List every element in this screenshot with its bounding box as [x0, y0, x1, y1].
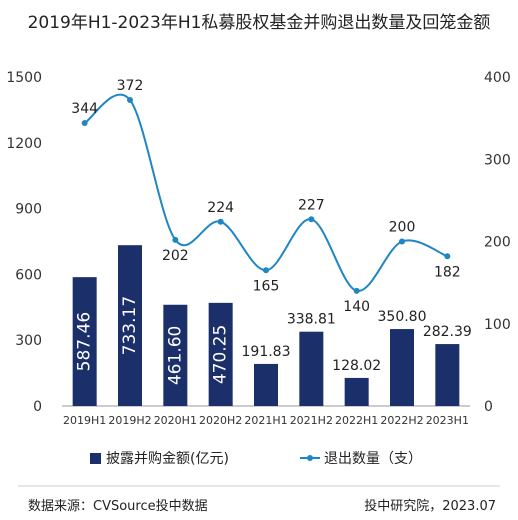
legend-bar-swatch — [90, 453, 101, 464]
x-tick-label: 2023H1 — [426, 414, 469, 427]
x-tick-label: 2019H2 — [108, 414, 151, 427]
y-right-tick-label: 300 — [484, 152, 511, 168]
line-value-label: 165 — [253, 278, 280, 294]
line-value-label: 224 — [207, 200, 234, 216]
line-value-label: 182 — [434, 264, 461, 280]
line-point-2023H1 — [444, 253, 451, 260]
bar-value-label: 282.39 — [423, 324, 472, 340]
bar-2019H1 — [72, 277, 97, 406]
y-left-tick-label: 0 — [33, 399, 42, 415]
bar-value-label: 350.80 — [378, 309, 427, 325]
y-right-tick-label: 200 — [484, 235, 511, 251]
y-left-tick-label: 1500 — [6, 70, 42, 86]
y-right-tick-label: 400 — [484, 70, 511, 86]
x-tick-label: 2021H2 — [290, 414, 333, 427]
bar-value-label: 733.17 — [120, 296, 140, 355]
bar-2020H2 — [208, 302, 233, 406]
line-value-label: 372 — [117, 78, 144, 94]
y-left-tick-label: 600 — [15, 267, 42, 283]
x-tick-label: 2020H2 — [199, 414, 242, 427]
line-value-label: 344 — [71, 101, 98, 117]
bar-2020H1 — [163, 304, 188, 406]
bar-2022H1 — [344, 377, 369, 406]
x-tick-label: 2020H1 — [154, 414, 197, 427]
line-point-2020H2 — [217, 218, 224, 225]
bar-value-label: 338.81 — [287, 312, 336, 328]
y-left-tick-label: 900 — [15, 202, 42, 218]
line-value-label: 202 — [162, 248, 189, 264]
source-note: 数据来源：CVSource投中数据 — [28, 499, 208, 514]
bar-2021H2 — [299, 331, 324, 406]
line-point-2019H1 — [81, 120, 88, 127]
y-right-tick-label: 0 — [484, 399, 493, 415]
credit-note: 投中研究院，2023.07 — [364, 499, 496, 514]
line-point-2021H1 — [263, 267, 269, 274]
line-value-label: 200 — [389, 220, 416, 236]
bar-value-label: 461.60 — [165, 326, 185, 385]
bar-2021H1 — [254, 363, 278, 406]
x-tick-label: 2022H2 — [380, 414, 423, 427]
bar-2022H2 — [390, 329, 414, 406]
line-point-2020H1 — [172, 236, 179, 243]
y-left-tick-label: 1200 — [6, 136, 42, 152]
x-tick-label: 2022H1 — [335, 414, 378, 427]
legend-line-marker — [307, 455, 313, 461]
line-value-label: 227 — [298, 197, 325, 213]
bar-value-label: 191.83 — [242, 344, 291, 360]
line-point-2021H2 — [308, 216, 315, 223]
line-value-label: 140 — [343, 299, 370, 315]
y-right-tick-label: 100 — [484, 317, 511, 333]
x-tick-label: 2019H1 — [63, 414, 106, 427]
line-point-2022H1 — [353, 287, 360, 294]
bar-value-label: 587.46 — [75, 312, 95, 371]
bar-value-label: 128.02 — [332, 358, 381, 374]
bar-value-label: 470.25 — [211, 325, 231, 384]
y-left-tick-label: 300 — [15, 333, 42, 349]
legend-line-label: 退出数量（支） — [324, 451, 422, 467]
x-tick-label: 2021H1 — [244, 414, 287, 427]
chart-title: 2019年H1-2023年H1私募股权基金并购退出数量及回笼金额 — [27, 13, 491, 33]
legend-bar-label: 披露并购金额(亿元) — [106, 451, 229, 467]
bar-2019H2 — [118, 245, 142, 406]
line-point-2019H2 — [127, 97, 133, 104]
line-point-2022H2 — [399, 238, 405, 245]
bar-2023H1 — [435, 344, 460, 406]
